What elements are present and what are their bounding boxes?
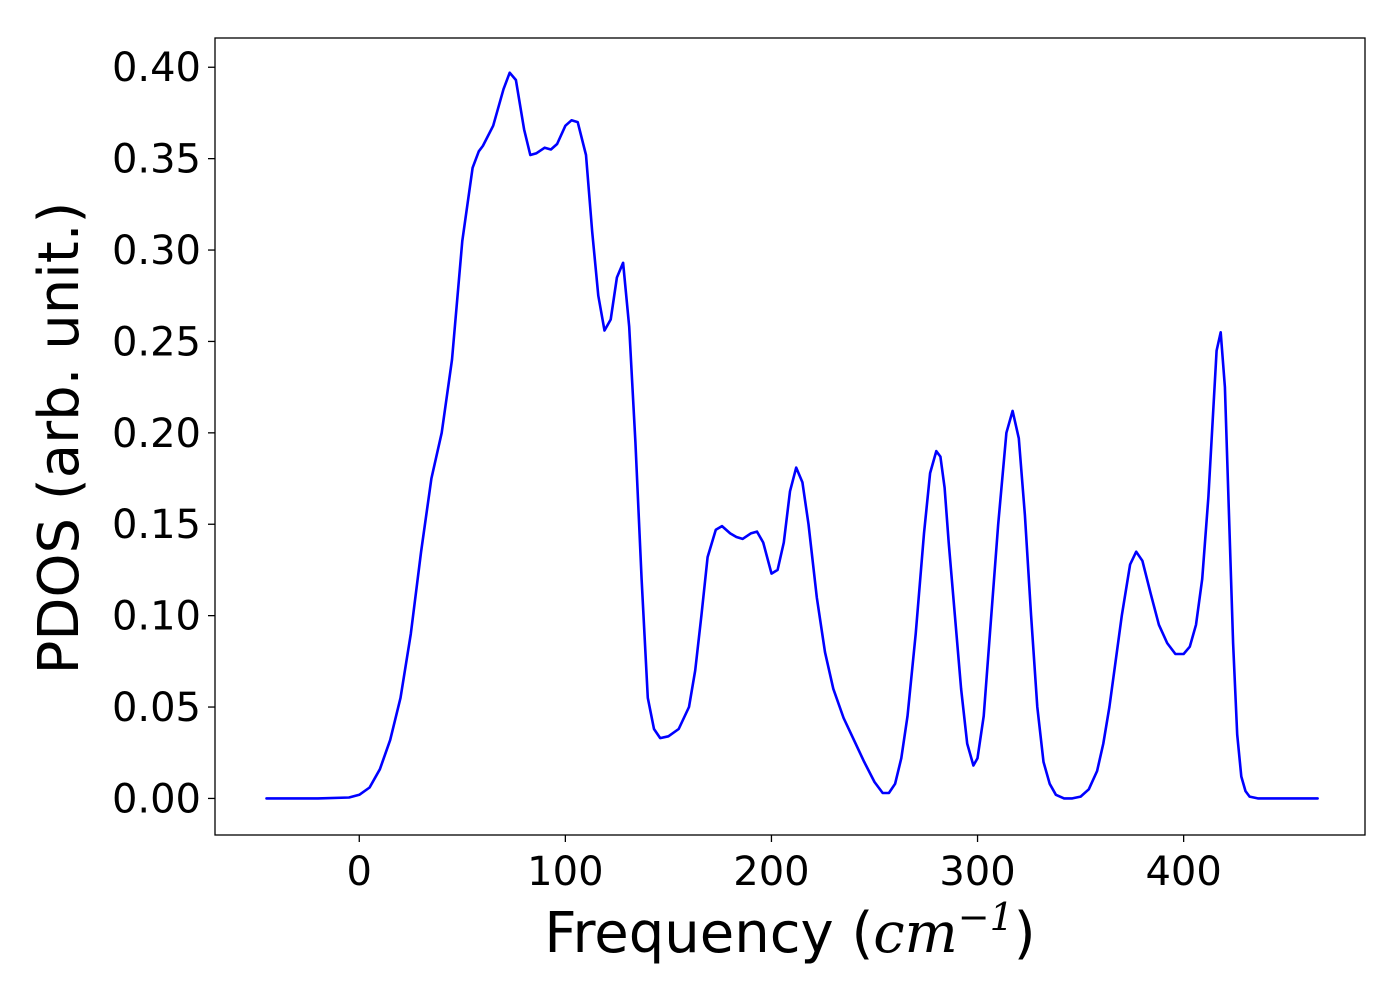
x-axis-label-close: ) <box>1014 901 1036 966</box>
x-tick-label: 200 <box>733 849 809 895</box>
y-tick-label: 0.05 <box>112 685 201 731</box>
x-tick-label: 400 <box>1145 849 1221 895</box>
x-axis-unit-exponent: −1 <box>958 895 1014 939</box>
x-axis-ticks: 0 100 200 300 400 <box>347 835 1222 895</box>
y-tick-label: 0.40 <box>112 45 201 91</box>
y-tick-label: 0.30 <box>112 228 201 274</box>
x-axis-unit: cm <box>873 901 957 966</box>
x-tick-label: 100 <box>527 849 603 895</box>
y-axis-label: PDOS (arb. unit.) <box>27 202 92 675</box>
plot-area <box>214 37 1366 836</box>
y-axis-ticks: 0.00 0.05 0.10 0.15 0.20 0.25 0.30 0.35 0.40 <box>112 45 215 822</box>
x-tick-label: 300 <box>939 849 1015 895</box>
y-tick-label: 0.00 <box>112 776 201 822</box>
y-tick-label: 0.35 <box>112 137 201 183</box>
x-axis-label: Frequency (cm−1) <box>544 895 1035 966</box>
pdos-series-line <box>265 71 1319 800</box>
y-tick-label: 0.15 <box>112 502 201 548</box>
y-tick-label: 0.20 <box>112 411 201 457</box>
x-tick-label: 0 <box>347 849 372 895</box>
y-tick-label: 0.25 <box>112 319 201 365</box>
plot-frame <box>214 37 1366 836</box>
y-tick-label: 0.10 <box>112 594 201 640</box>
